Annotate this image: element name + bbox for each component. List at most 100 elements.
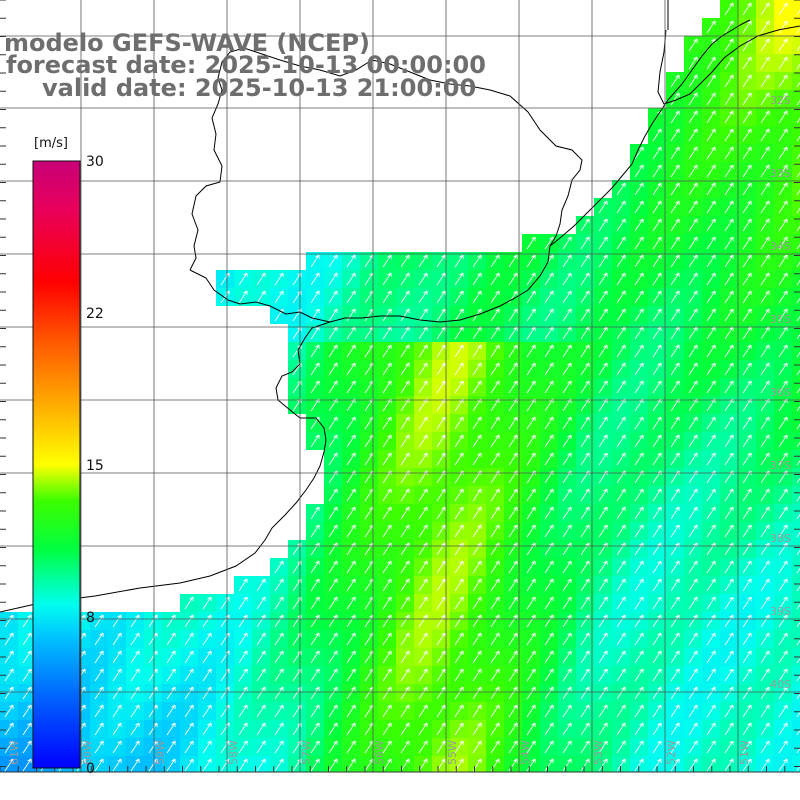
wind-arrow bbox=[598, 380, 608, 394]
wind-arrow bbox=[328, 596, 338, 610]
wind-arrow bbox=[382, 704, 392, 718]
wind-arrow bbox=[490, 668, 500, 682]
wind-arrow bbox=[562, 236, 572, 250]
wind-arrow bbox=[454, 416, 464, 430]
wind-arrow bbox=[346, 596, 356, 610]
wind-arrow bbox=[742, 614, 752, 628]
wind-arrow bbox=[742, 362, 752, 376]
wind-arrow bbox=[742, 488, 752, 502]
wind-arrow bbox=[454, 596, 464, 610]
wind-arrow bbox=[688, 632, 698, 646]
wind-arrow bbox=[688, 380, 698, 394]
wind-arrow bbox=[688, 56, 698, 70]
wind-arrow bbox=[760, 686, 770, 700]
wind-arrow bbox=[778, 308, 788, 322]
wind-arrow bbox=[580, 740, 590, 754]
wind-arrow bbox=[760, 488, 770, 502]
wind-arrow bbox=[778, 650, 788, 664]
wind-arrow bbox=[562, 416, 572, 430]
wind-arrow bbox=[400, 434, 410, 448]
wind-arrow bbox=[4, 722, 14, 736]
wind-arrow bbox=[688, 74, 698, 88]
wind-arrow bbox=[598, 632, 608, 646]
wind-arrow bbox=[472, 560, 482, 574]
wind-arrow bbox=[274, 704, 284, 718]
wind-arrow bbox=[742, 452, 752, 466]
wind-arrow bbox=[328, 758, 338, 772]
frame-ticks bbox=[0, 0, 800, 772]
wind-arrow bbox=[796, 261, 800, 268]
wind-arrow bbox=[796, 297, 800, 304]
wind-arrow bbox=[652, 452, 662, 466]
wind-arrow bbox=[724, 434, 734, 448]
wind-arrow bbox=[742, 182, 752, 196]
colorbar-tick-label: 30 bbox=[86, 154, 104, 170]
wind-arrow bbox=[742, 758, 752, 772]
wind-arrow bbox=[778, 578, 788, 592]
wind-arrow bbox=[796, 333, 800, 340]
wind-arrow bbox=[580, 578, 590, 592]
wind-arrow bbox=[490, 650, 500, 664]
wind-arrow bbox=[328, 380, 338, 394]
wind-arrow bbox=[400, 596, 410, 610]
wind-arrow bbox=[652, 578, 662, 592]
wind-arrow bbox=[742, 74, 752, 88]
wind-arrow bbox=[706, 344, 716, 358]
wind-arrow bbox=[742, 92, 752, 106]
wind-arrow bbox=[688, 200, 698, 214]
wind-arrow bbox=[688, 668, 698, 682]
wind-arrow bbox=[670, 488, 680, 502]
wind-arrow bbox=[706, 218, 716, 232]
wind-arrow bbox=[598, 434, 608, 448]
wind-arrow bbox=[328, 650, 338, 664]
wind-arrow bbox=[454, 650, 464, 664]
wind-arrow bbox=[508, 650, 518, 664]
wind-arrow bbox=[652, 272, 662, 286]
wind-arrow bbox=[778, 92, 788, 106]
wind-arrow bbox=[670, 524, 680, 538]
wind-arrow bbox=[22, 704, 32, 718]
wind-arrow bbox=[796, 9, 800, 16]
wind-arrow bbox=[472, 488, 482, 502]
wind-arrow bbox=[634, 524, 644, 538]
wind-arrow bbox=[652, 650, 662, 664]
wind-arrow bbox=[418, 668, 428, 682]
wind-arrow bbox=[346, 488, 356, 502]
wind-arrow bbox=[706, 56, 716, 70]
wind-arrow bbox=[382, 632, 392, 646]
lat-label: 34S bbox=[770, 240, 791, 253]
wind-arrow bbox=[796, 63, 800, 70]
wind-arrow bbox=[706, 362, 716, 376]
wind-arrow bbox=[742, 704, 752, 718]
wind-arrow bbox=[616, 218, 626, 232]
wind-cell bbox=[792, 756, 800, 772]
wind-arrow bbox=[616, 452, 626, 466]
wind-arrow bbox=[760, 308, 770, 322]
wind-arrow bbox=[616, 614, 626, 628]
wind-arrow bbox=[400, 650, 410, 664]
wind-arrow bbox=[328, 488, 338, 502]
wind-arrow bbox=[616, 488, 626, 502]
title-model: modelo GEFS-WAVE (NCEP) bbox=[4, 29, 370, 57]
wind-arrow bbox=[706, 164, 716, 178]
wind-cell bbox=[792, 576, 800, 594]
wind-arrow bbox=[184, 686, 194, 700]
wind-arrow bbox=[562, 380, 572, 394]
wind-arrow bbox=[706, 74, 716, 88]
wind-arrow bbox=[562, 272, 572, 286]
lon-label: 53W bbox=[592, 740, 605, 765]
wind-arrow bbox=[652, 236, 662, 250]
wind-arrow bbox=[436, 740, 446, 754]
wind-arrow bbox=[166, 704, 176, 718]
wind-arrow bbox=[760, 92, 770, 106]
wind-arrow bbox=[778, 146, 788, 160]
wind-cell bbox=[792, 486, 800, 504]
wind-arrow bbox=[436, 578, 446, 592]
wind-arrow bbox=[274, 290, 284, 304]
wind-cell bbox=[792, 144, 800, 162]
wind-arrow bbox=[328, 434, 338, 448]
wind-arrow bbox=[706, 434, 716, 448]
wind-arrow bbox=[724, 758, 734, 772]
wind-arrow bbox=[688, 344, 698, 358]
wind-arrow bbox=[598, 488, 608, 502]
